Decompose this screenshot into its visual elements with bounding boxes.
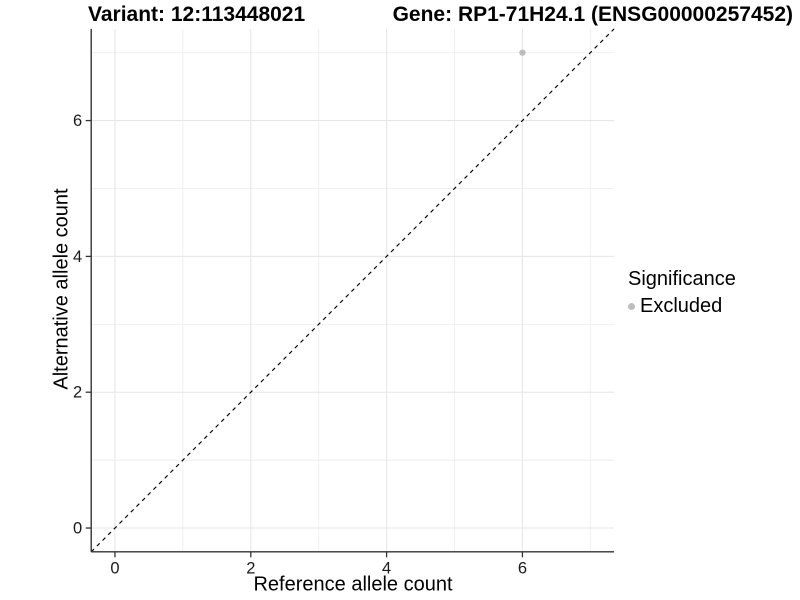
y-tick-label: 6 (73, 112, 82, 130)
legend-item-excluded: Excluded (628, 295, 736, 317)
legend-point-icon (628, 302, 635, 310)
variant-title: Variant: 12:113448021 (88, 3, 306, 26)
y-tick-label: 4 (73, 248, 82, 266)
y-tick-label: 0 (73, 520, 82, 538)
x-tick-label: 4 (382, 559, 391, 577)
gene-title: Gene: RP1-71H24.1 (ENSG00000257452) (392, 3, 793, 26)
identity-line (90, 28, 615, 553)
y-axis-title: Alternative allele count (50, 188, 73, 390)
y-tick-label: 2 (73, 384, 82, 402)
data-point (519, 49, 526, 56)
legend-title: Significance (628, 268, 736, 290)
x-tick-label: 0 (110, 559, 119, 577)
x-tick-label: 2 (246, 559, 255, 577)
legend: Significance Excluded (628, 267, 736, 317)
x-tick-label: 6 (518, 559, 527, 577)
x-axis-title: Reference allele count (253, 573, 453, 596)
legend-item-label: Excluded (640, 295, 723, 317)
